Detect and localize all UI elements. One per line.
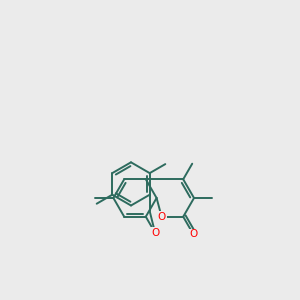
Text: O: O	[158, 212, 166, 222]
Text: O: O	[189, 230, 197, 239]
Text: O: O	[151, 228, 159, 238]
